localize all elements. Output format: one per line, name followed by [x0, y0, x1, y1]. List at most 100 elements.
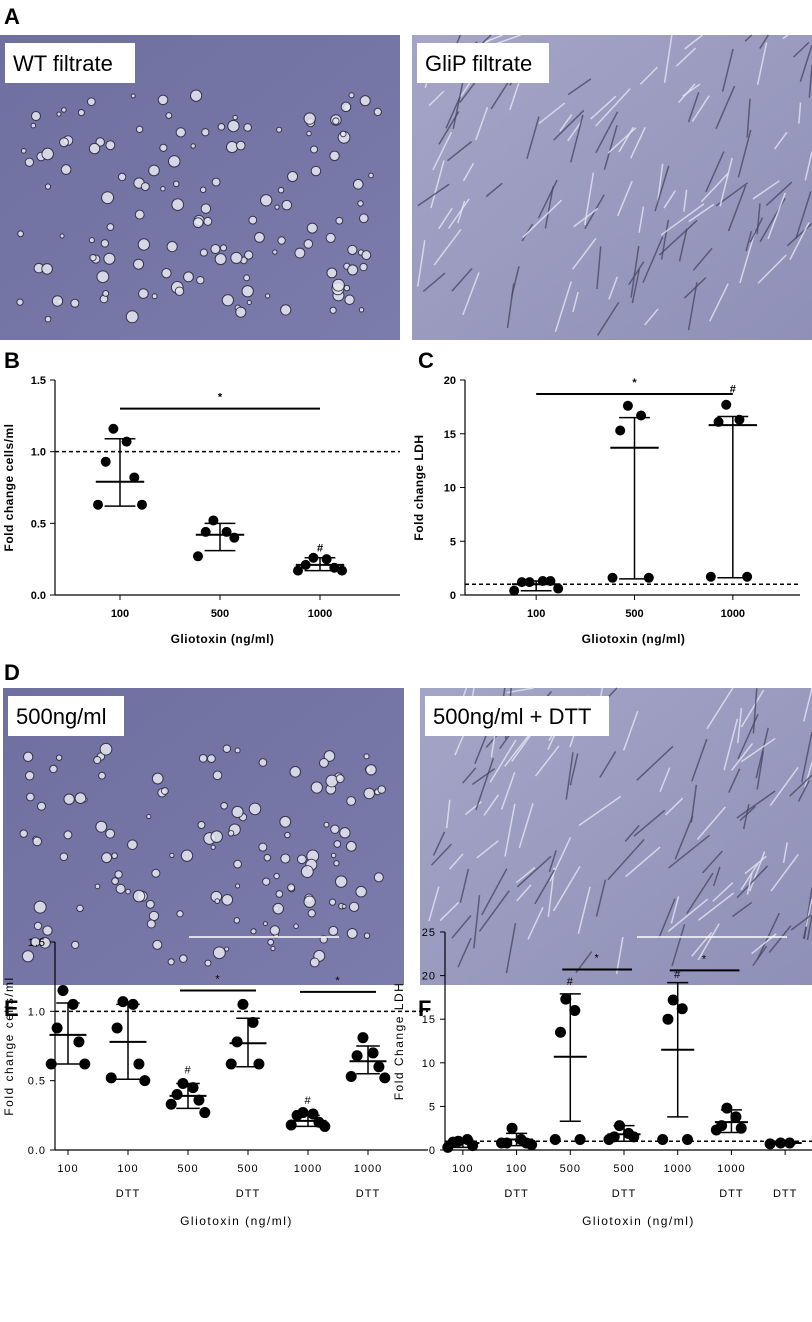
cell — [737, 129, 752, 178]
cell — [559, 114, 573, 132]
data-point — [636, 410, 647, 421]
data-point — [622, 400, 633, 411]
cell — [234, 747, 241, 754]
cell — [192, 217, 204, 229]
cell — [287, 171, 299, 183]
micrograph: GliP filtrate — [412, 34, 812, 340]
cell — [368, 172, 374, 179]
cell — [447, 141, 472, 162]
cell — [168, 155, 181, 168]
x-tick-label: 100 — [452, 1163, 473, 1175]
cell — [659, 767, 671, 793]
data-point — [321, 554, 332, 565]
cell — [770, 853, 799, 892]
cell — [790, 914, 812, 931]
cell — [660, 203, 705, 236]
cell — [37, 801, 47, 811]
cell — [432, 131, 453, 171]
cell — [151, 868, 161, 878]
data-point — [45, 1058, 57, 1070]
cell — [355, 885, 367, 898]
y-tick-label: 1.0 — [31, 447, 46, 459]
cell — [682, 83, 701, 97]
cell — [217, 123, 226, 131]
y-tick-label: 15 — [422, 1014, 436, 1026]
data-point — [165, 1098, 177, 1110]
cell — [570, 114, 584, 163]
cell — [544, 186, 554, 229]
cell — [233, 917, 241, 924]
cell — [233, 859, 242, 869]
data-point — [721, 1102, 733, 1114]
cell — [171, 198, 185, 211]
cell — [628, 261, 645, 286]
data-point — [117, 996, 129, 1008]
cell — [175, 127, 186, 138]
cell — [691, 95, 710, 122]
x-tick-sublabel: DTT — [236, 1188, 260, 1200]
cell — [137, 238, 151, 251]
cell — [518, 803, 534, 849]
data-point — [199, 1107, 211, 1119]
cell — [329, 306, 337, 314]
data-point — [603, 1134, 615, 1146]
y-tick-label: 10 — [422, 1058, 436, 1070]
cell — [428, 90, 445, 107]
cell — [287, 883, 296, 892]
cell — [306, 130, 312, 137]
cell — [127, 839, 138, 850]
cell — [310, 165, 322, 177]
cell — [224, 946, 230, 952]
cell — [799, 44, 812, 83]
cell — [339, 827, 351, 839]
cell — [279, 815, 292, 828]
cell — [219, 244, 228, 252]
cell — [439, 901, 460, 922]
data-point — [710, 1124, 722, 1136]
cell — [306, 222, 318, 234]
cell — [759, 34, 770, 49]
cell — [330, 852, 337, 859]
cell — [742, 803, 750, 830]
cell — [30, 111, 41, 122]
cell — [59, 852, 69, 862]
cell — [198, 753, 208, 763]
cell — [307, 909, 316, 918]
data-point — [187, 1082, 199, 1094]
cell — [325, 774, 339, 788]
cell — [172, 180, 180, 188]
cell — [688, 203, 715, 223]
cell — [115, 883, 126, 894]
cell — [481, 868, 508, 916]
data-point — [643, 572, 654, 583]
cell — [270, 945, 276, 952]
y-axis-title: Fold change LDH — [412, 434, 426, 540]
data-point — [628, 1131, 640, 1143]
cell — [344, 294, 355, 305]
cell — [739, 231, 756, 284]
data-point — [100, 456, 111, 467]
cell — [744, 855, 767, 875]
data-point — [553, 583, 564, 594]
micrograph: 500ng/ml + DTT — [420, 687, 812, 985]
cell — [230, 251, 243, 265]
cell — [140, 182, 150, 192]
x-axis-title: Gliotoxin (ng/ml) — [582, 632, 686, 646]
cell — [712, 882, 734, 902]
cell — [768, 925, 792, 953]
micrograph: 500ng/ml — [3, 688, 404, 985]
cell — [730, 743, 754, 771]
data-point — [509, 585, 520, 596]
cell — [134, 209, 145, 220]
cell — [670, 896, 680, 924]
cell — [59, 233, 65, 239]
cell — [214, 253, 227, 266]
cell — [101, 852, 113, 864]
y-tick-label: 10 — [444, 483, 456, 495]
significance-label: * — [632, 377, 637, 389]
data-point — [231, 1036, 243, 1048]
cell — [599, 751, 617, 778]
cell — [86, 97, 96, 107]
marker-label: # — [317, 543, 323, 555]
cell — [451, 915, 472, 939]
